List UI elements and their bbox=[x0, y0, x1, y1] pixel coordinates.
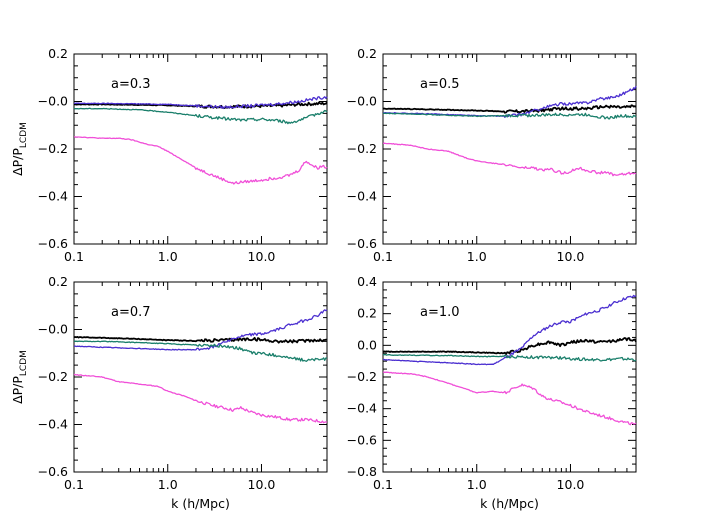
x-tick-label: 0.1 bbox=[373, 477, 393, 492]
y-tick-label: −0.0 bbox=[38, 322, 68, 337]
y-ticks bbox=[74, 53, 327, 245]
y-axis-label: ΔP/PLCDM bbox=[10, 350, 29, 404]
y-tick-label: −0.4 bbox=[38, 417, 68, 432]
redshift-annotation: a=0.3 bbox=[111, 77, 151, 92]
y-tick-label: −0.4 bbox=[347, 401, 377, 416]
series-line-1 bbox=[73, 335, 328, 344]
x-tick-label: 0.1 bbox=[373, 249, 393, 264]
y-tick-label: 0.2 bbox=[357, 306, 377, 321]
x-tick-label: 1.0 bbox=[467, 477, 487, 492]
x-ticks bbox=[382, 54, 637, 244]
x-tick-label: 10.0 bbox=[557, 249, 585, 264]
y-ticks bbox=[383, 53, 636, 245]
y-tick-label: −0.0 bbox=[38, 94, 68, 109]
series-line-3 bbox=[382, 112, 637, 120]
y-tick-label: −0.6 bbox=[38, 464, 68, 479]
panel-4: 0.1 1.0 10.0 −0.8 −0.6 −0.4 −0.2 0.0 0.2 0.4 a=1.0… bbox=[347, 274, 637, 511]
x-tick-label: 0.1 bbox=[64, 477, 84, 492]
x-ticks bbox=[73, 282, 328, 472]
series-group bbox=[382, 85, 637, 177]
x-tick-label: 1.0 bbox=[158, 477, 178, 492]
series-line-2 bbox=[73, 96, 328, 110]
panel-2: 0.1 1.0 10.0 −0.6 −0.4 −0.2 −0.0 0.2 a=0.5 bbox=[347, 46, 637, 264]
y-tick-label: −0.2 bbox=[347, 141, 377, 156]
y-tick-label: −0.2 bbox=[38, 141, 68, 156]
y-tick-label: −0.0 bbox=[347, 94, 377, 109]
y-tick-label: −0.2 bbox=[38, 369, 68, 384]
series-line-4 bbox=[73, 373, 328, 424]
series-line-4 bbox=[382, 371, 637, 426]
x-tick-label: 10.0 bbox=[557, 477, 585, 492]
series-group bbox=[382, 294, 637, 426]
x-tick-label: 10.0 bbox=[248, 477, 276, 492]
y-tick-label: −0.6 bbox=[38, 236, 68, 251]
y-tick-label: 0.2 bbox=[48, 46, 68, 61]
series-line-4 bbox=[74, 136, 328, 185]
series-group bbox=[73, 96, 328, 185]
x-tick-label: 1.0 bbox=[158, 249, 178, 264]
x-ticks bbox=[382, 282, 637, 472]
redshift-annotation: a=0.5 bbox=[420, 77, 460, 92]
redshift-annotation: a=0.7 bbox=[111, 305, 151, 320]
y-tick-label: −0.4 bbox=[347, 189, 377, 204]
y-tick-label: 0.2 bbox=[48, 274, 68, 289]
y-ticks bbox=[383, 281, 636, 473]
y-tick-label: −0.8 bbox=[347, 464, 377, 479]
panel-3: 0.1 1.0 10.0 −0.6 −0.4 −0.2 −0.0 0.2 a=0.7 k (h/M… bbox=[10, 274, 328, 511]
y-tick-label: 0.2 bbox=[357, 46, 377, 61]
x-tick-label: 1.0 bbox=[467, 249, 487, 264]
series-line-2 bbox=[382, 294, 637, 366]
x-tick-label: 10.0 bbox=[248, 249, 276, 264]
x-axis-label: k (h/Mpc) bbox=[171, 496, 230, 511]
series-line-3 bbox=[382, 353, 637, 362]
series-line-4 bbox=[382, 142, 637, 177]
series-line-3 bbox=[73, 340, 327, 362]
panel-1: 0.1 1.0 10.0 −0.6 −0.4 −0.2 −0.0 0.2 a=0.3 ΔP/PLC… bbox=[10, 46, 328, 264]
y-tick-label: −0.6 bbox=[347, 236, 377, 251]
x-ticks bbox=[73, 54, 328, 244]
series-group bbox=[73, 309, 328, 424]
series-line-1 bbox=[382, 337, 637, 356]
y-tick-label: −0.2 bbox=[347, 369, 377, 384]
y-tick-label: −0.4 bbox=[38, 189, 68, 204]
x-tick-label: 0.1 bbox=[64, 249, 84, 264]
series-line-1 bbox=[382, 104, 637, 114]
x-axis-label: k (h/Mpc) bbox=[480, 496, 539, 511]
redshift-annotation: a=1.0 bbox=[420, 305, 460, 320]
y-axis-label: ΔP/PLCDM bbox=[10, 122, 29, 176]
y-tick-label: −0.6 bbox=[347, 432, 377, 447]
series-line-3 bbox=[73, 107, 328, 125]
y-tick-label: 0.0 bbox=[357, 337, 377, 352]
series-line-2 bbox=[73, 309, 328, 351]
y-tick-label: 0.4 bbox=[357, 274, 377, 289]
